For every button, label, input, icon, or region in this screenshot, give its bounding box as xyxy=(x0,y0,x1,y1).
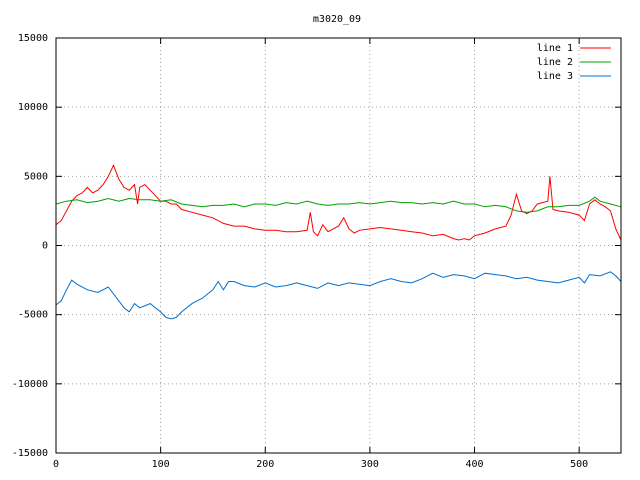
axis-ticks: 0 100 200 300 400 500 -15000 -10000 -5000 0 5000 10… xyxy=(12,33,621,470)
y-tick-label: 0 xyxy=(42,241,48,252)
grid xyxy=(56,38,621,453)
x-tick-label: 200 xyxy=(256,459,274,470)
y-tick-label: 15000 xyxy=(18,33,48,44)
legend-label: line 2 xyxy=(537,57,573,68)
plot-series xyxy=(55,164,622,320)
chart-title: m3020_09 xyxy=(313,14,361,25)
x-tick-label: 300 xyxy=(361,459,379,470)
y-tick-label: 5000 xyxy=(24,171,48,182)
x-tick-label: 500 xyxy=(570,459,588,470)
x-tick-label: 0 xyxy=(53,459,59,470)
legend-label: line 1 xyxy=(537,43,573,54)
y-tick-label: -10000 xyxy=(12,379,48,390)
legend-label: line 3 xyxy=(537,71,573,82)
legend: line 1 line 2 line 3 xyxy=(537,43,611,82)
x-tick-label: 400 xyxy=(465,459,483,470)
series-line-1 xyxy=(55,164,622,241)
y-tick-label: 10000 xyxy=(18,102,48,113)
series-line-2 xyxy=(55,196,622,213)
y-tick-label: -5000 xyxy=(18,310,48,321)
y-tick-label: -15000 xyxy=(12,448,48,459)
series-line-3 xyxy=(55,271,622,320)
x-tick-label: 100 xyxy=(152,459,170,470)
